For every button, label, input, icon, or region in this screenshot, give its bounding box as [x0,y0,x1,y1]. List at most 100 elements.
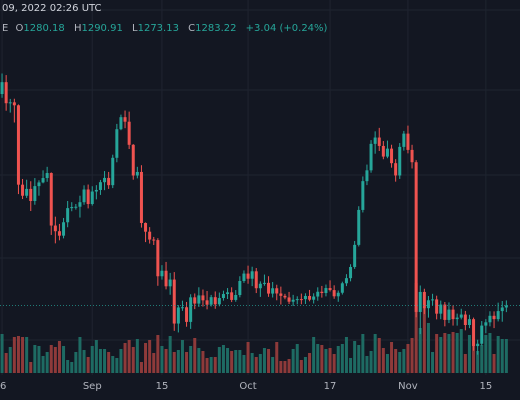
candle-body [283,295,287,298]
volume-bar [308,353,312,373]
candle [422,288,426,315]
candle [447,302,451,324]
volume-bar [201,351,205,373]
candle [500,301,504,322]
candle [0,73,4,98]
candle-body [217,298,221,305]
candle [180,300,184,311]
candle [90,186,94,206]
candle-body [480,325,484,344]
candle-body [373,137,377,144]
candle [353,240,357,269]
candle-body [291,299,295,302]
candle [369,140,373,173]
candle-body [82,189,86,203]
volume-bar [217,347,221,373]
volume-bar [139,362,143,373]
candle [262,274,266,286]
candle-body [414,162,418,312]
volume-bar [12,337,16,373]
volume-bar [258,354,262,373]
candle-body [344,278,348,284]
high-label: H [73,23,82,34]
candle [12,98,16,123]
volume-bar [287,359,291,373]
candle-body [33,186,37,202]
candle [135,166,139,179]
candle-body [66,208,70,223]
volume-bar [230,351,234,373]
candle [344,274,348,287]
volume-bar [431,352,435,373]
x-tick-label: 6 [0,381,6,392]
open-label: O [15,23,24,34]
candle-body [0,82,4,95]
candle [176,305,180,333]
volume-bar [234,350,238,373]
volume-bar [74,352,78,373]
volume-bar [53,347,57,373]
candle-body [353,244,357,267]
candle-body [16,105,20,185]
candle [238,276,242,298]
candle-body [164,270,168,287]
candle [299,293,303,305]
candle [381,141,385,160]
candle-body [197,295,201,304]
volume-bar [21,337,25,373]
candle-body [57,231,61,236]
candle [320,285,324,298]
candle-body [135,171,139,176]
candle [8,98,12,113]
volume-bar [299,360,303,373]
volume-bar [185,352,189,373]
candle-body [78,202,82,207]
candle [86,184,90,209]
candle-body [472,319,476,347]
candle [66,200,70,228]
candle [94,185,98,200]
candle-body [271,288,275,294]
candle [349,264,353,282]
candle [484,319,488,334]
close-label: C [188,23,196,34]
candle-body [86,189,90,205]
volume-bar [422,308,426,373]
volume-bar [70,362,74,373]
candle [287,291,291,305]
candle-body [262,282,266,284]
candle [33,178,37,205]
candle-body [476,343,480,347]
candle-body [431,299,435,301]
candle [492,311,496,329]
candle [435,295,439,320]
volume-bar [127,340,131,373]
candle-body [234,294,238,300]
candle [98,179,102,195]
candle-body [230,292,234,300]
candle [111,154,115,189]
candle [398,143,402,179]
candle [377,127,381,151]
chart-header: 09, 2022 02:26 UTC [0,0,102,18]
candle-body [267,282,271,294]
candle [414,160,418,318]
volume-bar [197,348,201,373]
candle-body [107,177,111,186]
candle [209,294,213,307]
candle [115,123,119,163]
volume-bar [172,352,176,373]
volume-bar [103,349,107,373]
candle [488,311,492,327]
candle [123,110,127,129]
candle [193,293,197,310]
candle-body [320,291,324,294]
volume-bar [451,332,455,373]
candle-body [70,207,74,209]
candle-body [45,173,49,179]
candle-body [103,177,107,183]
volume-bar [320,345,324,373]
x-axis-labels: 6 Sep 15 Oct 17 Nov 15 [0,381,492,392]
